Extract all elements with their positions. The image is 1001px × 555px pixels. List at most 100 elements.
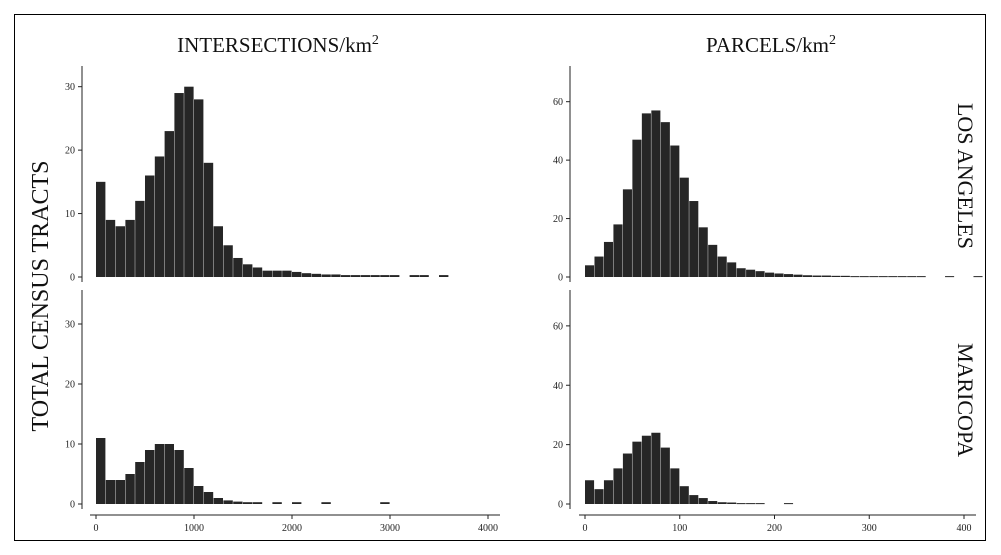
histogram-bar (689, 495, 699, 504)
y-tick-label: 60 (553, 97, 563, 108)
histogram-bar (746, 269, 756, 277)
histogram-bar (390, 275, 400, 277)
histogram-bar (233, 501, 243, 504)
histogram-bar (727, 262, 737, 277)
y-tick-label: 20 (65, 146, 75, 157)
histogram-bar (282, 270, 292, 277)
histogram-bar (301, 273, 312, 277)
column-title-intersections-text: INTERSECTIONS/km (177, 33, 372, 57)
histogram-bar (154, 156, 165, 277)
histogram-bar (203, 162, 214, 277)
histogram-bar (272, 502, 282, 504)
histogram-bar (755, 271, 765, 277)
column-title-intersections: INTERSECTIONS/km2 (177, 33, 379, 57)
y-tick-label: 30 (65, 82, 75, 93)
histogram-bar (135, 462, 145, 504)
histogram-bar (831, 275, 841, 277)
y-tick-label: 20 (553, 214, 563, 225)
histogram-bar (370, 275, 380, 277)
histogram-bar (840, 275, 850, 277)
histogram-bar (419, 275, 429, 277)
histogram-bar (174, 93, 184, 277)
y-tick-label: 20 (65, 380, 75, 391)
histogram-bar (194, 486, 204, 504)
column-title-parcels-sup: 2 (829, 33, 836, 48)
histogram-bar (641, 113, 651, 278)
x-tick-label: 0 (583, 523, 588, 534)
histogram-bar (717, 502, 727, 504)
histogram-bar (793, 274, 803, 277)
y-tick-label: 0 (70, 273, 75, 284)
row-label-los-angeles: LOS ANGELES (953, 103, 978, 249)
histogram-bar (603, 480, 614, 504)
histogram-bar (252, 267, 263, 277)
histogram-bar (380, 275, 390, 277)
histogram-bar (755, 503, 765, 505)
histogram-bar (213, 498, 223, 504)
histogram-bar (945, 276, 955, 278)
histogram-bar (869, 276, 879, 278)
histogram-bar (670, 468, 680, 505)
histogram-bar (907, 276, 917, 278)
histogram-bar (174, 450, 184, 504)
histogram-bar (380, 502, 390, 504)
histogram-bar (679, 486, 689, 504)
histogram-bar (765, 272, 775, 277)
histogram-bar (708, 244, 718, 277)
histogram-bar (973, 276, 983, 278)
histogram-bar (164, 444, 174, 504)
histogram-bar (670, 145, 680, 277)
histogram-bar (262, 270, 272, 277)
x-tick-label: 4000 (478, 523, 498, 534)
panel-parcels-maricopa: 0 20 40 60 0 100 200 300 400 (553, 290, 976, 534)
histogram-bar (708, 501, 718, 504)
histogram-bar (850, 276, 860, 278)
panel-intersections-maricopa: 0 10 20 30 0 1000 2000 3000 4000 (65, 290, 500, 534)
histogram-bar (613, 468, 623, 505)
x-tick-label: 100 (672, 523, 687, 534)
histogram-bar (603, 241, 614, 277)
histogram-bar (812, 275, 822, 277)
x-tick-label: 0 (94, 523, 99, 534)
column-title-parcels-text: PARCELS/km (706, 33, 829, 57)
histogram-bar (689, 201, 699, 277)
y-tick-label: 10 (65, 440, 75, 451)
histogram-bar (311, 273, 321, 277)
histogram-bar (360, 275, 370, 277)
histogram-bar (243, 264, 253, 277)
histogram-bar (321, 502, 331, 504)
histogram-bar (439, 275, 449, 277)
histogram-bar (660, 122, 670, 277)
histogram-bar (736, 503, 746, 505)
histogram-bar (821, 275, 831, 277)
histogram-bar (622, 453, 632, 504)
histogram-bar (341, 275, 351, 277)
histogram-bar (203, 492, 214, 504)
histogram-bar (223, 245, 233, 277)
column-title-intersections-sup: 2 (372, 33, 379, 48)
histogram-bar (613, 224, 623, 277)
histogram-bar (727, 502, 737, 504)
histogram-bar (878, 276, 888, 278)
histogram-bar (154, 444, 165, 504)
histogram-bar (698, 227, 708, 277)
histogram-bar (632, 441, 642, 504)
y-tick-label: 20 (553, 440, 563, 451)
histogram-bar (698, 498, 708, 504)
histogram-bar (594, 256, 604, 277)
histogram-bar (135, 200, 145, 278)
histogram-bar (409, 275, 419, 277)
y-tick-label: 0 (70, 500, 75, 511)
histogram-bar (641, 435, 651, 504)
histogram-bar (145, 450, 155, 504)
histogram-bar (736, 268, 746, 277)
histogram-bar (622, 189, 632, 277)
row-label-maricopa: MARICOPA (953, 343, 978, 457)
histogram-bar (321, 274, 331, 277)
histogram-bar (105, 480, 116, 504)
x-tick-label: 2000 (282, 523, 302, 534)
y-tick-label: 40 (553, 381, 563, 392)
histogram-bar (594, 489, 604, 504)
